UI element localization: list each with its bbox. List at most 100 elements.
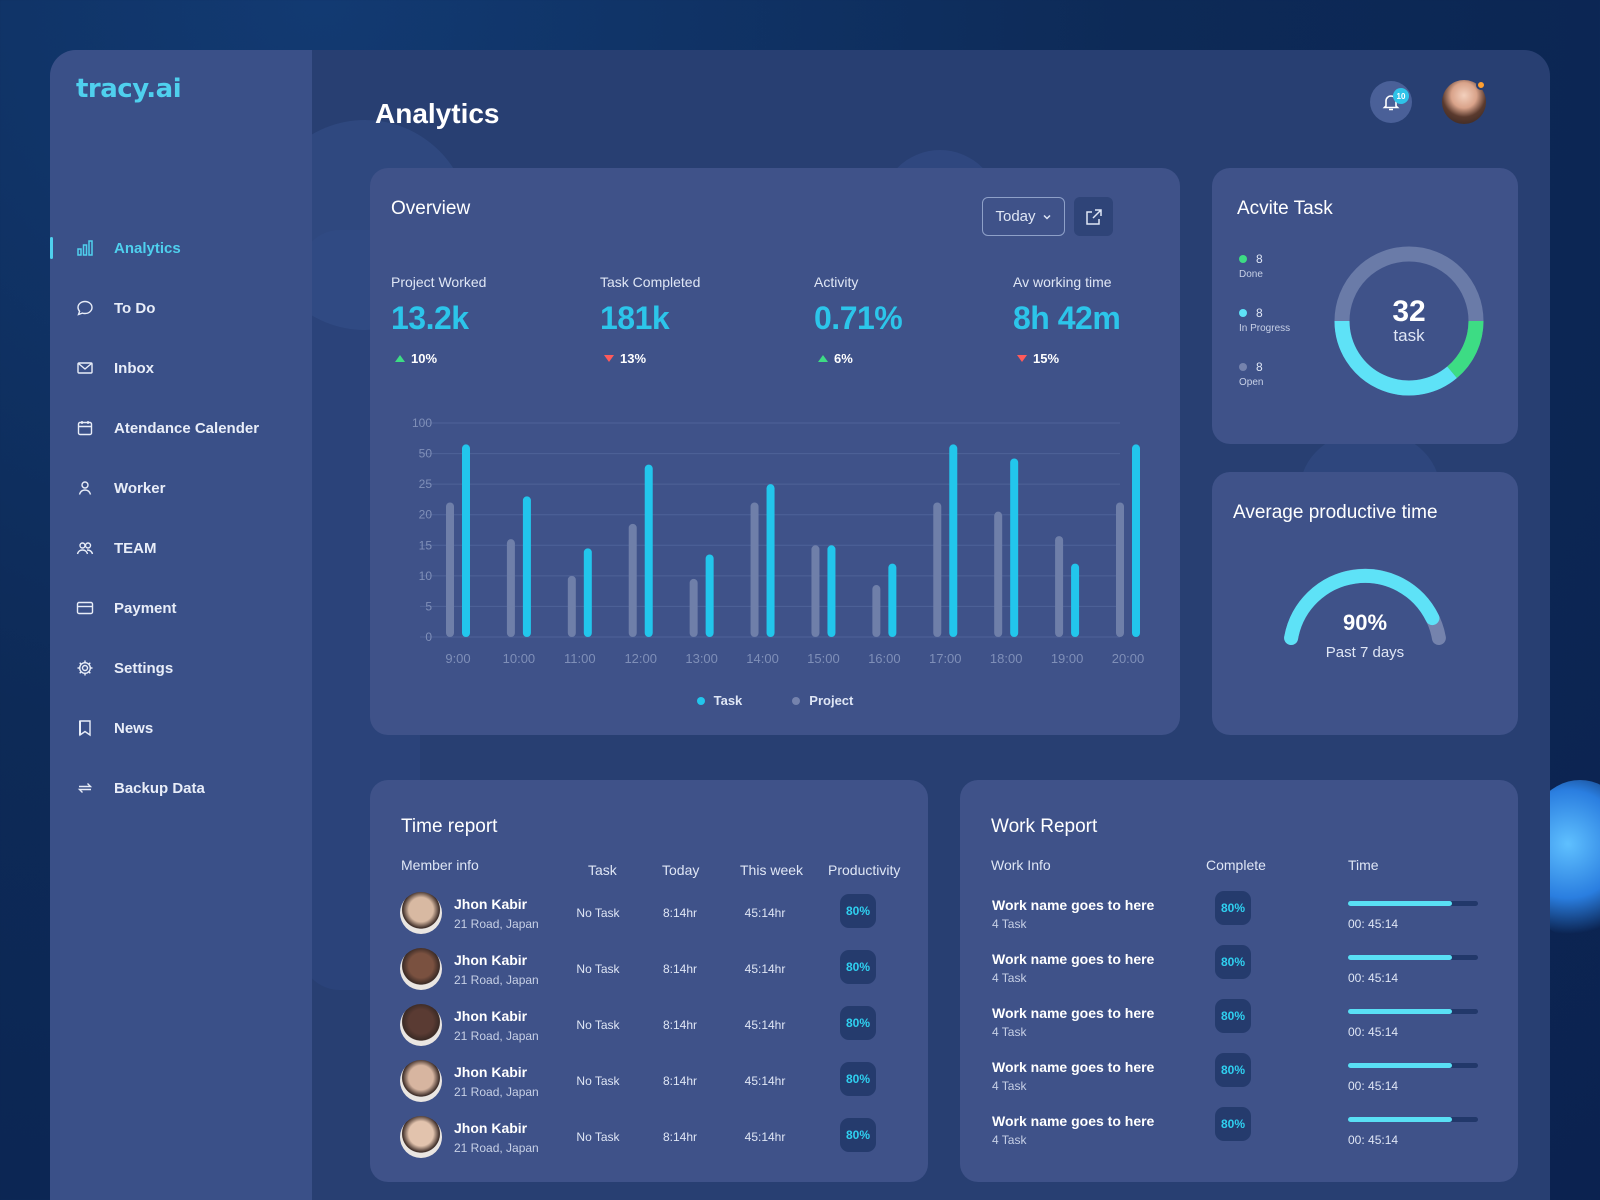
member-avatar[interactable] xyxy=(400,1116,442,1158)
member-address: 21 Road, Japan xyxy=(454,1141,539,1155)
bar-project[interactable] xyxy=(1055,536,1064,637)
table-row[interactable]: Jhon Kabir 21 Road, Japan No Task 8:14hr 45:… xyxy=(370,948,928,1004)
bar-task[interactable] xyxy=(522,496,531,637)
bar-task[interactable] xyxy=(583,548,592,637)
member-avatar[interactable] xyxy=(400,1004,442,1046)
table-row[interactable]: Jhon Kabir 21 Road, Japan No Task 8:14hr 45:… xyxy=(370,892,928,948)
stat-value: 8h 42m xyxy=(1013,300,1121,336)
productivity-badge: 80% xyxy=(840,894,876,928)
table-row[interactable]: Jhon Kabir 21 Road, Japan No Task 8:14hr 45:… xyxy=(370,1004,928,1060)
bar-project[interactable] xyxy=(628,523,637,637)
y-tick-label: 10 xyxy=(419,569,433,583)
bar-task[interactable] xyxy=(644,464,653,637)
range-select[interactable]: Today xyxy=(982,197,1065,236)
bar-project[interactable] xyxy=(567,575,576,637)
member-address: 21 Road, Japan xyxy=(454,1085,539,1099)
table-row[interactable]: Jhon Kabir 21 Road, Japan No Task 8:14hr 45:… xyxy=(370,1060,928,1116)
status-dot xyxy=(1239,363,1247,371)
member-name[interactable]: Jhon Kabir xyxy=(454,896,528,912)
bar-project[interactable] xyxy=(689,578,698,637)
sidebar-item-attendance-calendar[interactable]: Atendance Calender xyxy=(50,398,312,458)
sidebar-item-team[interactable]: TEAM xyxy=(50,518,312,578)
table-row[interactable]: Jhon Kabir 21 Road, Japan No Task 8:14hr 45:… xyxy=(370,1116,928,1172)
complete-badge: 80% xyxy=(1215,945,1251,979)
open-external-button[interactable] xyxy=(1074,197,1113,236)
sidebar-item-analytics[interactable]: Analytics xyxy=(50,218,312,278)
work-name[interactable]: Work name goes to here xyxy=(992,1005,1155,1021)
work-name[interactable]: Work name goes to here xyxy=(992,1113,1155,1129)
bar-project[interactable] xyxy=(506,539,515,637)
member-avatar[interactable] xyxy=(400,948,442,990)
work-name[interactable]: Work name goes to here xyxy=(992,951,1155,967)
progress-fill xyxy=(1348,1117,1452,1122)
sidebar-item-inbox[interactable]: Inbox xyxy=(50,338,312,398)
sidebar-item-news[interactable]: News xyxy=(50,698,312,758)
bar-task[interactable] xyxy=(1010,458,1019,637)
bar-task[interactable] xyxy=(462,444,470,637)
member-name[interactable]: Jhon Kabir xyxy=(454,952,528,968)
bar-project[interactable] xyxy=(750,502,759,637)
trend-up-icon xyxy=(818,355,828,362)
stat-delta: 13% xyxy=(600,351,700,366)
y-tick-label: 100 xyxy=(412,416,432,430)
sidebar-item-backup-data[interactable]: Backup Data xyxy=(50,758,312,818)
x-tick-label: 19:00 xyxy=(1051,651,1084,666)
bar-project[interactable] xyxy=(994,511,1003,637)
bar-task[interactable] xyxy=(766,484,775,637)
col-header-member: Member info xyxy=(401,857,479,873)
work-task-count: 4 Task xyxy=(992,1079,1027,1093)
bar-task[interactable] xyxy=(1071,563,1080,637)
list-item[interactable]: Work name goes to here 4 Task 80% 00: 45:14 xyxy=(960,1107,1518,1165)
list-item[interactable]: Work name goes to here 4 Task 80% 00: 45:14 xyxy=(960,891,1518,949)
member-name[interactable]: Jhon Kabir xyxy=(454,1120,528,1136)
list-item[interactable]: Work name goes to here 4 Task 80% 00: 45:14 xyxy=(960,999,1518,1057)
list-item[interactable]: Work name goes to here 4 Task 80% 00: 45:14 xyxy=(960,1053,1518,1111)
sidebar-item-settings[interactable]: Settings xyxy=(50,638,312,698)
bar-project[interactable] xyxy=(811,545,820,637)
progress-bar xyxy=(1348,1117,1478,1122)
productivity-gauge xyxy=(1284,568,1446,645)
list-item[interactable]: Work name goes to here 4 Task 80% 00: 45:14 xyxy=(960,945,1518,1003)
work-name[interactable]: Work name goes to here xyxy=(992,897,1155,913)
bar-task[interactable] xyxy=(949,444,958,637)
sidebar-item-todo[interactable]: To Do xyxy=(50,278,312,338)
bar-project[interactable] xyxy=(933,502,942,637)
sidebar-item-label: Backup Data xyxy=(114,779,205,797)
work-task-count: 4 Task xyxy=(992,971,1027,985)
y-tick-label: 50 xyxy=(419,447,433,461)
bar-task[interactable] xyxy=(705,554,714,637)
overview-card: Overview Today Project Worked 13.2k 10% … xyxy=(370,168,1180,735)
active-task-title: Acvite Task xyxy=(1237,198,1333,219)
progress-fill xyxy=(1348,1063,1452,1068)
member-avatar[interactable] xyxy=(400,892,442,934)
sidebar-item-label: Worker xyxy=(114,479,166,497)
bar-project[interactable] xyxy=(1116,502,1124,637)
col-header-this-week: This week xyxy=(740,862,804,878)
work-report-title: Work Report xyxy=(991,816,1098,837)
bar-task[interactable] xyxy=(827,545,836,637)
member-name[interactable]: Jhon Kabir xyxy=(454,1064,528,1080)
sync-icon xyxy=(76,779,94,797)
status-dot xyxy=(1239,255,1247,263)
task-cell: No Task xyxy=(576,1074,620,1088)
bar-project[interactable] xyxy=(872,585,881,637)
member-avatar[interactable] xyxy=(400,1060,442,1102)
sidebar-item-payment[interactable]: Payment xyxy=(50,578,312,638)
legend-item-task[interactable]: Task xyxy=(696,693,742,708)
status-label: Done xyxy=(1239,269,1263,280)
sidebar-item-label: Payment xyxy=(114,599,177,617)
bar-project[interactable] xyxy=(446,502,454,637)
work-name[interactable]: Work name goes to here xyxy=(992,1059,1155,1075)
bar-task[interactable] xyxy=(888,563,897,637)
mail-icon xyxy=(76,359,94,377)
member-name[interactable]: Jhon Kabir xyxy=(454,1008,528,1024)
user-avatar[interactable] xyxy=(1442,80,1486,124)
app-logo[interactable]: tracy.ai xyxy=(76,74,182,104)
notification-button[interactable]: 10 xyxy=(1370,81,1412,123)
stat-label: Activity xyxy=(814,274,859,290)
bar-task[interactable] xyxy=(1132,444,1140,637)
x-tick-label: 20:00 xyxy=(1112,651,1145,666)
legend-item-project[interactable]: Project xyxy=(792,693,853,708)
col-header-work-info: Work Info xyxy=(991,857,1051,873)
sidebar-item-worker[interactable]: Worker xyxy=(50,458,312,518)
